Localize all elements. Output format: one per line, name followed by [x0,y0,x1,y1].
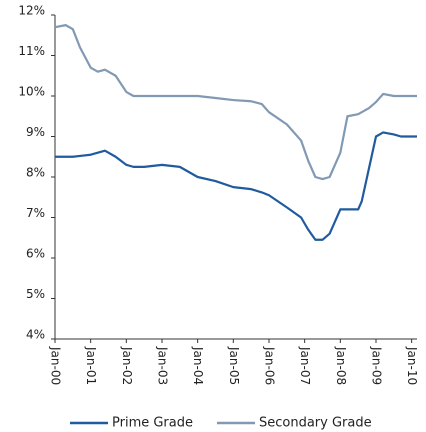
x-tick-label: Jan-01 [84,346,98,385]
y-tick-label: 9% [26,125,45,139]
y-tick-label: 8% [26,166,45,180]
y-tick-label: 6% [26,247,45,261]
x-tick-label: Jan-04 [191,346,205,385]
x-tick-label: Jan-10 [405,346,419,385]
y-tick-label: 4% [26,328,45,342]
y-tick-label: 5% [26,287,45,301]
legend-label: Prime Grade [112,416,193,431]
y-tick-label: 11% [18,44,45,58]
line-series [55,131,417,241]
x-tick-label: Jan-08 [334,346,348,385]
x-tick-label: Jan-02 [120,346,134,385]
x-tick-label: Jan-09 [369,346,383,385]
line-series [54,24,417,181]
y-tick-label: 12% [18,4,45,18]
y-tick-label: 10% [18,85,45,99]
x-tick-label: Jan-00 [49,346,63,385]
legend-label: Secondary Grade [259,416,372,431]
x-tick-label: Jan-03 [155,346,169,385]
x-tick-label: Jan-07 [298,346,312,385]
x-tick-label: Jan-06 [262,346,276,385]
y-tick-label: 7% [26,206,45,220]
x-tick-label: Jan-05 [227,346,241,385]
